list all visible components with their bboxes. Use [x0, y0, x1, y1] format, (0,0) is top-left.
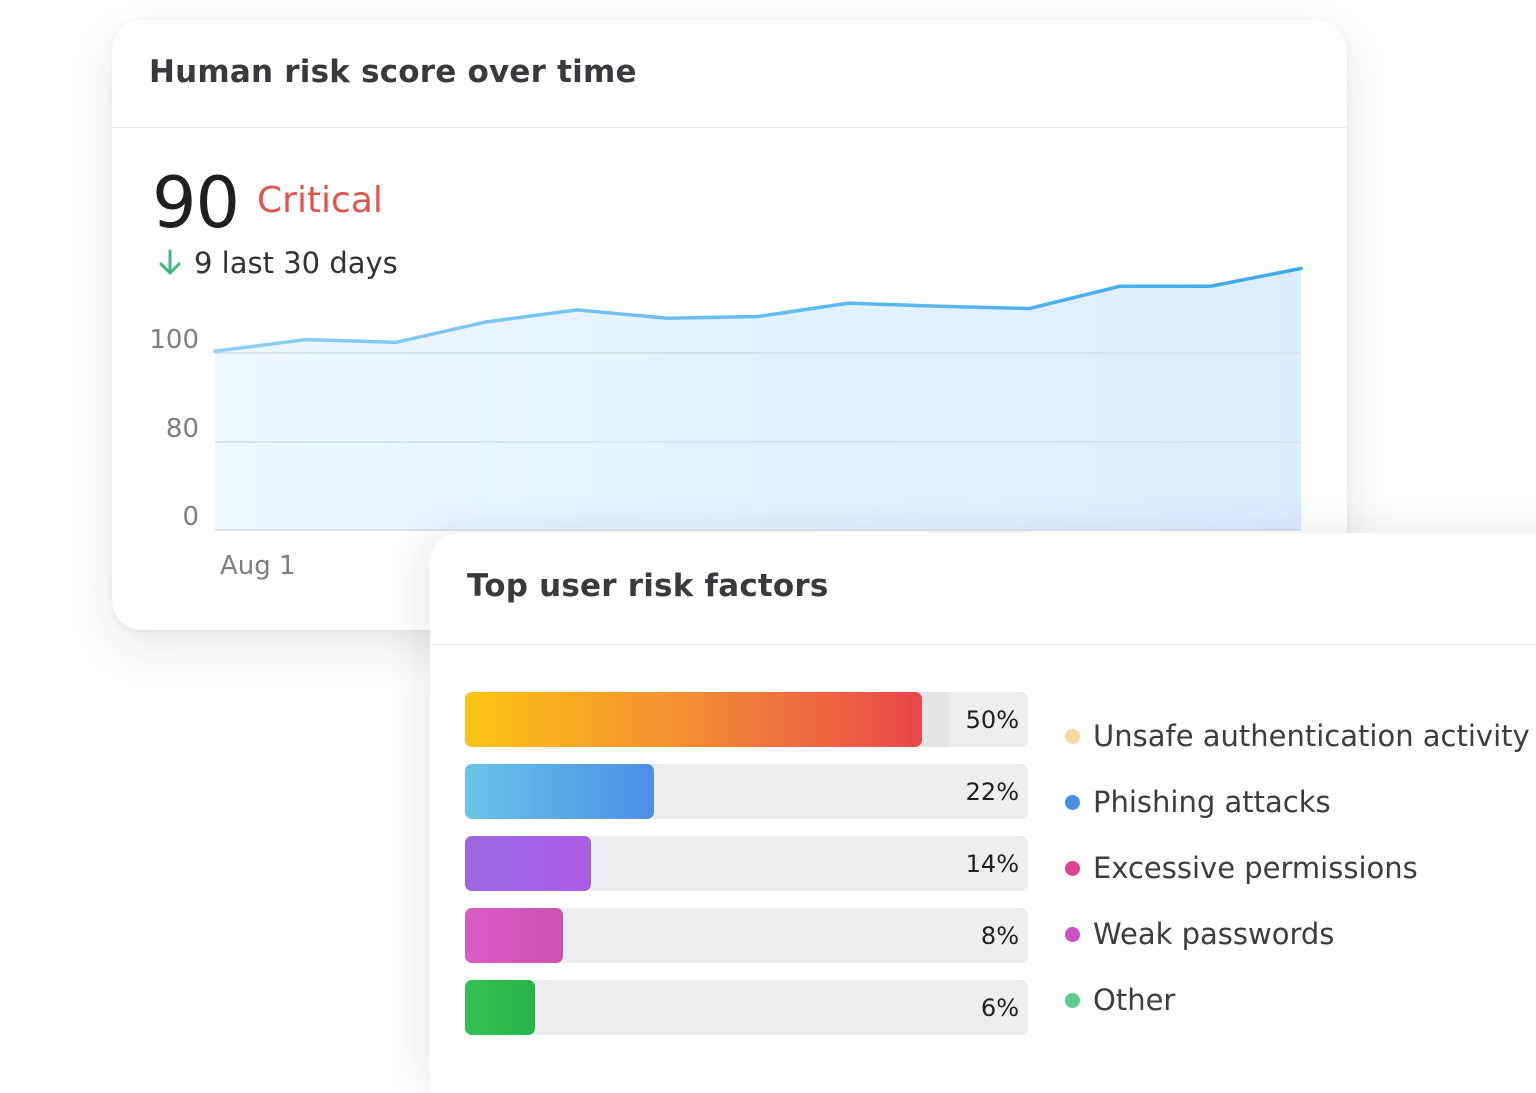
legend-item: Phishing attacks: [1065, 769, 1530, 835]
risk-factor-bar-fill: [465, 764, 655, 819]
risk-score-card: Human risk score over time 90 Critical 9…: [112, 20, 1347, 630]
legend-label: Weak passwords: [1093, 917, 1335, 951]
legend-dot: [1065, 794, 1080, 810]
legend-dot: [1065, 860, 1080, 876]
factors-card-title: Top user risk factors: [467, 568, 829, 604]
x-tick-label: Aug 1: [220, 551, 296, 581]
risk-factor-percent: 8%: [980, 922, 1019, 950]
risk-factor-percent: 50%: [965, 706, 1019, 734]
risk-factor-bar: 6%: [465, 980, 1028, 1035]
risk-factor-bar-fill: [465, 692, 922, 747]
risk-factor-bar-fill: [465, 908, 563, 963]
y-tick-label: 100: [149, 325, 199, 355]
legend-item: Other: [1065, 967, 1530, 1033]
legend-item: Unsafe authentication activity: [1065, 703, 1530, 769]
risk-factor-percent: 6%: [980, 994, 1019, 1022]
legend-label: Excessive permissions: [1093, 851, 1418, 885]
arrow-down-icon: [159, 249, 181, 275]
risk-factor-bar-fill: [465, 836, 592, 891]
risk-score-value: 90: [152, 162, 240, 244]
risk-factor-bar: 8%: [465, 908, 1028, 963]
risk-factor-percent: 22%: [965, 778, 1019, 806]
risk-factor-percent: 14%: [965, 850, 1019, 878]
risk-factor-bar-fill: [465, 980, 535, 1035]
legend-dot: [1065, 926, 1080, 942]
y-tick-label: 0: [182, 502, 199, 532]
risk-area: [215, 268, 1301, 530]
legend-item: Weak passwords: [1065, 901, 1530, 967]
legend-item: Excessive permissions: [1065, 835, 1530, 901]
y-tick-label: 80: [166, 414, 199, 444]
risk-card-title: Human risk score over time: [149, 54, 637, 90]
legend-dot: [1065, 728, 1080, 744]
risk-factor-legend: Unsafe authentication activity Phishing …: [1065, 703, 1530, 1033]
risk-factor-bar: 22%: [465, 764, 1028, 819]
legend-label: Phishing attacks: [1093, 785, 1331, 819]
legend-label: Other: [1093, 983, 1176, 1017]
legend-label: Unsafe authentication activity: [1093, 719, 1530, 753]
risk-line: [213, 266, 1303, 353]
risk-trend: 9 last 30 days: [158, 246, 398, 280]
risk-factor-bars: 50% 22% 14% 8% 6%: [465, 692, 1028, 1052]
factors-card-header: Top user risk factors: [430, 533, 1536, 645]
risk-status-label: Critical: [257, 180, 383, 221]
risk-factor-bar: 50%: [465, 692, 1028, 747]
risk-trend-text: 9 last 30 days: [194, 246, 398, 280]
legend-dot: [1065, 992, 1080, 1008]
risk-factor-bar: 14%: [465, 836, 1028, 891]
risk-card-header: Human risk score over time: [112, 20, 1347, 128]
risk-factors-card: Top user risk factors 50% 22% 14% 8% 6% …: [430, 533, 1536, 1093]
